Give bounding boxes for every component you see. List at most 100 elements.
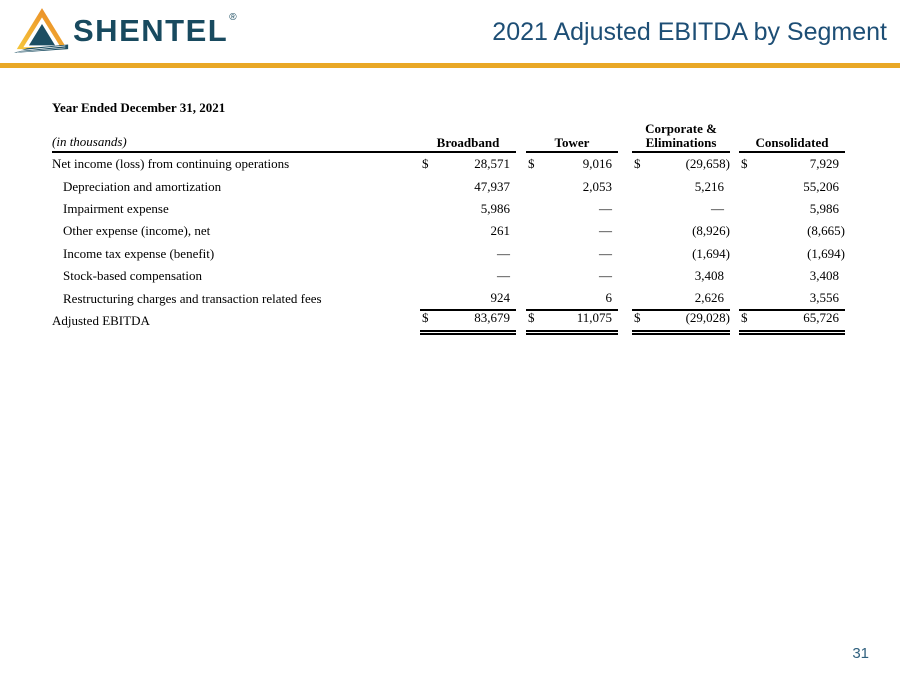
amount-value: 55,206 — [803, 178, 839, 194]
dollar-sign: $ — [422, 156, 429, 172]
amount-cell: — — [526, 198, 618, 220]
row-label: Restructuring charges and transaction re… — [63, 290, 322, 306]
amount-value: 5,986 — [809, 200, 839, 216]
amount-cell: 2,053 — [526, 175, 618, 197]
row-label: Adjusted EBITDA — [52, 312, 150, 328]
amount-cell: 6 — [526, 286, 618, 311]
table-row: Net income (loss) from continuing operat… — [52, 153, 846, 175]
gold-divider-rule — [0, 63, 900, 68]
amount-value: (8,665) — [807, 223, 845, 239]
amount-value: — — [497, 268, 510, 284]
column-header: Corporate & Eliminations — [632, 122, 730, 153]
amount-value: 261 — [490, 223, 511, 239]
table-row: Impairment expense 5,986 — — 5,986 — [52, 198, 846, 220]
amount-cell: 47,937 — [420, 175, 516, 197]
table-row: Adjusted EBITDA $83,679 $11,075 $ (29,028) $6… — [52, 307, 846, 335]
amount-cell: $83,679 — [420, 307, 516, 335]
amount-value: — — [711, 200, 724, 216]
amount-cell: $11,075 — [526, 307, 618, 335]
amount-value: 47,937 — [474, 178, 510, 194]
amount-cell: 5,216 — [632, 175, 730, 197]
amount-cell: 3,556 — [739, 286, 845, 311]
table-grid: (in thousands) Broadband Tower Corporate & … — [52, 122, 846, 335]
amount-cell: 3,408 — [632, 265, 730, 287]
logo-wordmark: SHENTEL — [73, 13, 229, 48]
dollar-sign: $ — [528, 310, 535, 326]
amount-value: 3,408 — [694, 268, 724, 284]
adjusted-ebitda-table: Year Ended December 31, 2021 (in thousan… — [52, 100, 846, 335]
row-label: Other expense (income), net — [63, 223, 211, 239]
table-caption: Year Ended December 31, 2021 — [52, 100, 226, 115]
amount-value: 2,626 — [694, 289, 724, 305]
row-label: Depreciation and amortization — [63, 178, 222, 194]
dollar-sign: $ — [741, 156, 748, 172]
amount-cell: — — [526, 243, 618, 265]
dollar-sign: $ — [422, 310, 429, 326]
amount-cell: $ (29,028) — [632, 307, 730, 335]
amount-value: 65,726 — [803, 310, 839, 326]
amount-cell: 261 — [420, 220, 516, 242]
amount-value: 11,075 — [576, 310, 612, 326]
amount-cell: — — [632, 198, 730, 220]
dollar-sign: $ — [634, 310, 641, 326]
amount-cell: $28,571 — [420, 153, 516, 175]
amount-value: 28,571 — [474, 156, 510, 172]
amount-cell: 5,986 — [739, 198, 845, 220]
amount-value: 9,016 — [582, 156, 612, 172]
amount-cell: $9,016 — [526, 153, 618, 175]
amount-value: 7,929 — [809, 156, 839, 172]
amount-cell: — — [420, 265, 516, 287]
row-label: Net income (loss) from continuing operat… — [52, 156, 290, 172]
table-row: Income tax expense (benefit) — — (1,694) (1,… — [52, 243, 846, 265]
amount-value: 5,986 — [480, 200, 510, 216]
dollar-sign: $ — [741, 310, 748, 326]
amount-value: — — [599, 223, 612, 239]
amount-cell: 3,408 — [739, 265, 845, 287]
column-header: Consolidated — [739, 136, 845, 153]
amount-value: (1,694) — [692, 245, 730, 261]
units-label: (in thousands) — [52, 134, 420, 153]
row-label: Impairment expense — [63, 200, 169, 216]
table-header-row: (in thousands) Broadband Tower Corporate & … — [52, 122, 846, 153]
amount-cell: 5,986 — [420, 198, 516, 220]
table-row: Stock-based compensation — — 3,408 3,408 — [52, 265, 846, 287]
amount-value: 6 — [605, 289, 613, 305]
amount-cell: 2,626 — [632, 286, 730, 311]
dollar-sign: $ — [528, 156, 535, 172]
amount-value: 83,679 — [474, 310, 510, 326]
row-label: Income tax expense (benefit) — [63, 245, 215, 261]
amount-cell: (1,694) — [739, 243, 845, 265]
amount-cell: 924 — [420, 286, 516, 311]
amount-value: 2,053 — [582, 178, 612, 194]
row-label: Stock-based compensation — [63, 268, 202, 284]
amount-value: — — [599, 245, 612, 261]
slide-title: 2021 Adjusted EBITDA by Segment — [492, 18, 887, 46]
amount-cell: — — [420, 243, 516, 265]
page-number: 31 — [852, 645, 869, 662]
table-row: Restructuring charges and transaction re… — [52, 286, 846, 311]
table-row: Depreciation and amortization 47,937 2,053… — [52, 175, 846, 197]
amount-cell: $7,929 — [739, 153, 845, 175]
amount-cell: 55,206 — [739, 175, 845, 197]
amount-cell: (8,665) — [739, 220, 845, 242]
shentel-triangle-icon — [14, 8, 69, 53]
shentel-logo: SHENTEL ® — [14, 7, 237, 54]
amount-cell: (8,926) — [632, 220, 730, 242]
amount-cell: — — [526, 220, 618, 242]
amount-value: 924 — [490, 289, 511, 305]
amount-value: (8,926) — [692, 223, 730, 239]
amount-value: — — [497, 245, 510, 261]
column-header: Tower — [526, 136, 618, 153]
amount-cell: — — [526, 265, 618, 287]
amount-value: (1,694) — [807, 245, 845, 261]
amount-value: 5,216 — [694, 178, 724, 194]
slide-header: SHENTEL ® 2021 Adjusted EBITDA by Segmen… — [0, 0, 900, 63]
amount-value: 3,408 — [809, 268, 839, 284]
amount-value: 3,556 — [809, 289, 839, 305]
amount-value: — — [599, 268, 612, 284]
amount-value: (29,658) — [685, 156, 730, 172]
amount-cell: $ (29,658) — [632, 153, 730, 175]
table-row: Other expense (income), net 261 — (8,926) (8… — [52, 220, 846, 242]
dollar-sign: $ — [634, 156, 641, 172]
